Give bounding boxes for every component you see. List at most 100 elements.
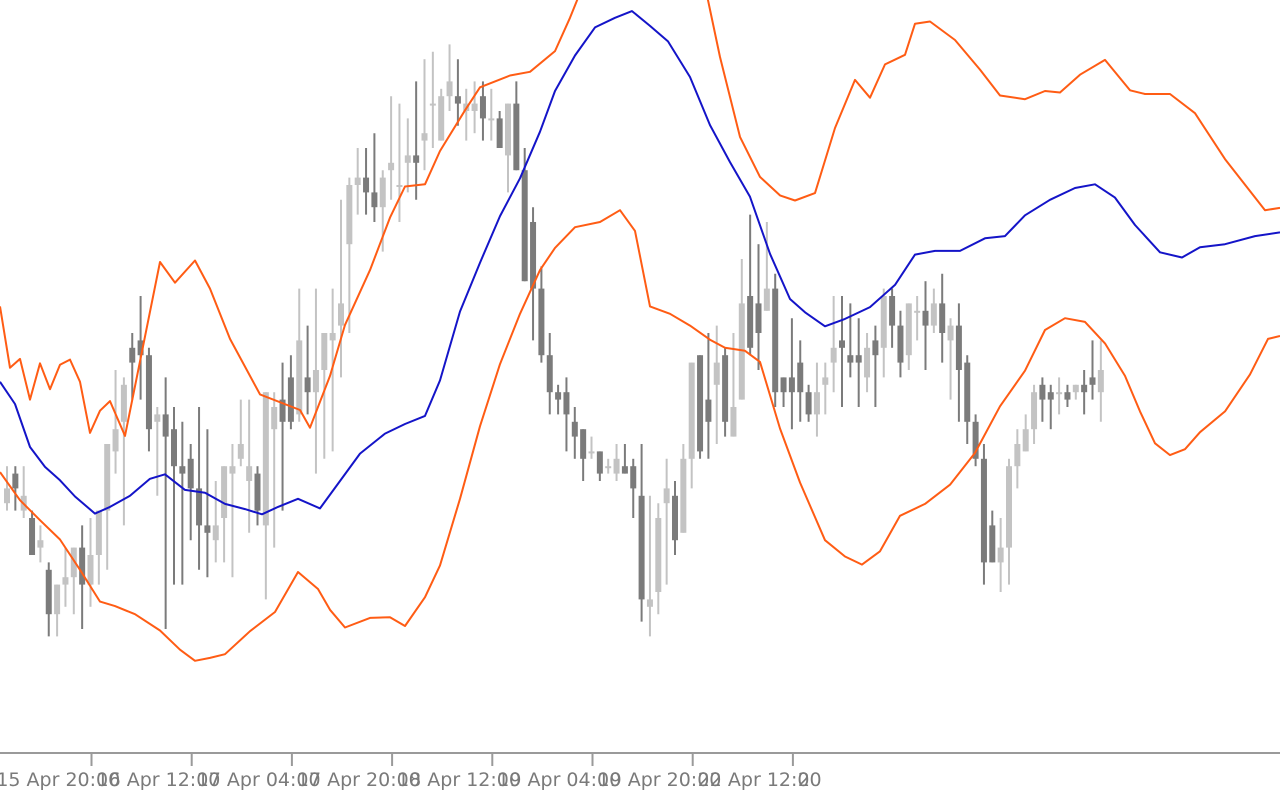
candle [346,177,353,333]
candle [246,399,253,533]
candle-body [454,96,461,104]
candles-layer [4,44,1104,637]
candle-body [304,377,311,393]
candle [588,436,595,459]
candle-body [45,569,52,615]
x-tick-label: 19 Apr 04:00 [497,769,621,791]
candle [922,281,929,370]
candle-body [262,392,269,526]
candle-body [688,362,695,459]
candle-body [4,488,10,504]
candle [1081,370,1088,415]
candle-body [488,118,495,121]
candle-body [613,458,620,474]
candle [87,518,94,607]
candle-body [212,525,219,541]
candle-body [104,444,111,511]
candle [889,288,896,348]
candle-body [363,177,370,193]
candle-body [254,473,261,511]
candle [95,510,102,585]
candle-body [847,355,854,363]
candle [454,59,461,126]
x-tick-label: 16 Apr 12:00 [97,769,221,791]
candle [446,44,453,111]
middle-band-line [0,10,1280,516]
candle-body [70,547,77,578]
candle-body [772,288,779,393]
candle [62,547,69,607]
candle-body [287,377,294,422]
candle-body [546,355,553,393]
candle-body [429,103,436,106]
candle [905,303,912,370]
candle-body [997,547,1004,563]
upper-band-line [0,0,1280,437]
x-tick-label: 18 Apr 12:00 [397,769,521,791]
candle-body [505,103,511,156]
candle-body [672,495,678,541]
candle-body [797,362,804,393]
candle-body [404,155,411,163]
candle [1014,429,1021,489]
candle [663,458,670,585]
candle [997,518,1004,592]
candle [1072,384,1079,400]
candle [638,444,645,622]
candle [655,503,662,615]
candle [1006,458,1012,585]
candle [429,51,436,148]
candle [738,259,745,400]
candle-body [196,488,203,526]
candle-body [279,399,286,422]
candle [312,288,319,474]
candle-body [530,222,537,289]
candle-body [479,96,486,119]
candle-body [162,414,169,437]
candle-body [329,333,336,341]
candle-body [830,347,837,363]
candle [304,325,311,415]
candle [396,103,403,222]
candle-body [29,518,36,555]
candle [154,407,161,496]
candle-body [646,599,653,607]
candle-body [880,296,887,348]
candle-body [79,547,86,585]
candle [171,407,177,585]
candle [479,81,486,141]
candle-body [930,303,937,326]
candle [279,362,286,511]
candle [697,355,704,459]
candle-body [1022,429,1029,452]
candle-body [763,288,770,311]
candle [363,148,370,215]
candle-body [630,466,637,489]
candle-body [204,525,211,533]
candle-body [145,355,152,430]
candle [1064,384,1071,407]
candle [221,466,228,563]
candle-body [513,103,520,171]
candle-body [755,303,762,333]
candle-body [1072,384,1079,393]
candle-body [413,155,420,163]
candle-body [939,303,946,333]
candle [421,59,428,171]
candle [830,296,837,393]
candle [563,377,570,452]
candle-body [864,347,871,378]
candle-body [471,103,478,111]
candle [755,244,762,370]
candle [763,222,770,311]
candle-body [1039,384,1046,400]
candle [621,444,628,474]
candle [955,303,962,422]
candle [772,273,779,407]
bollinger-bands-layer [0,0,1280,662]
candle-body [780,377,787,393]
candle-body [421,133,428,141]
candle [1089,340,1096,400]
candle [488,88,495,141]
